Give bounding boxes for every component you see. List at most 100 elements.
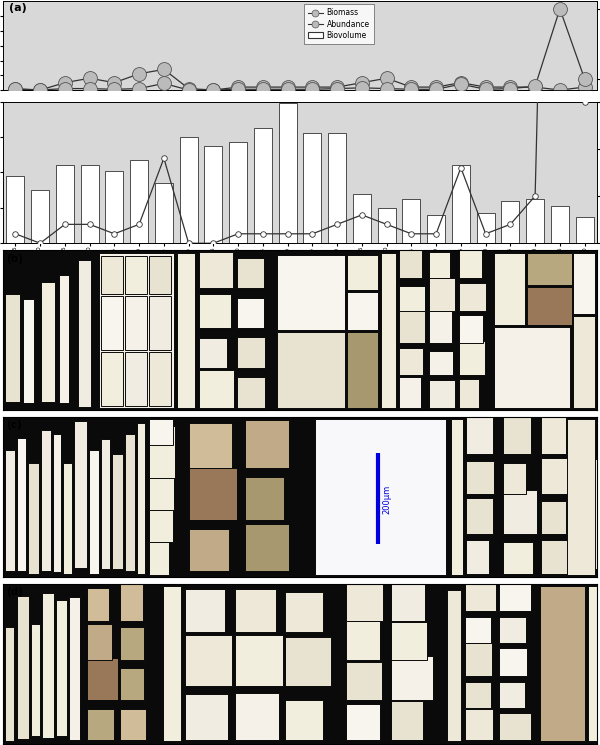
Bar (101, 296, 123, 349)
Bar (466, 416, 493, 454)
Bar (31, 190, 49, 243)
Bar (499, 617, 526, 643)
Text: (d): (d) (6, 587, 23, 597)
Bar (185, 635, 232, 686)
Text: PSWM: PSWM (436, 305, 461, 314)
Bar (459, 283, 485, 311)
Bar (42, 593, 54, 738)
Bar (459, 247, 482, 279)
Bar (398, 377, 421, 408)
Bar (398, 249, 422, 279)
Bar (17, 439, 26, 571)
Bar (494, 253, 524, 325)
Bar (56, 600, 67, 736)
Bar (199, 338, 227, 368)
Bar (121, 708, 146, 741)
Bar (189, 422, 232, 468)
Bar (163, 586, 181, 741)
Bar (155, 183, 173, 243)
Bar (353, 194, 371, 243)
Bar (503, 542, 533, 574)
Bar (199, 252, 233, 288)
Bar (69, 597, 80, 740)
Bar (502, 200, 519, 243)
Bar (149, 519, 169, 574)
Bar (41, 430, 52, 571)
Bar (582, 459, 600, 568)
Bar (59, 275, 69, 403)
Bar (503, 412, 530, 454)
Bar (526, 199, 544, 243)
Bar (403, 199, 420, 243)
Bar (56, 165, 74, 243)
Bar (429, 381, 455, 408)
Bar (177, 253, 195, 408)
Text: NEM: NEM (290, 305, 310, 314)
Bar (503, 490, 538, 533)
Bar (149, 352, 171, 406)
Bar (106, 171, 123, 243)
Bar (149, 419, 173, 446)
Bar (429, 252, 451, 279)
Bar (459, 314, 483, 343)
Bar (245, 420, 289, 468)
Bar (391, 701, 423, 741)
Bar (235, 693, 279, 741)
Bar (527, 287, 572, 325)
Bar (347, 293, 377, 330)
Bar (125, 296, 147, 349)
Bar (315, 419, 446, 574)
Bar (464, 682, 491, 708)
Bar (98, 253, 174, 408)
Bar (378, 208, 395, 243)
Bar (7, 176, 24, 243)
Bar (189, 529, 229, 571)
Bar (551, 206, 569, 243)
Bar (185, 589, 225, 633)
Bar (235, 635, 283, 686)
Bar (459, 341, 485, 375)
Bar (87, 709, 115, 741)
Bar (391, 577, 425, 621)
Bar (199, 370, 234, 408)
Bar (185, 694, 228, 741)
Bar (573, 316, 595, 408)
Bar (101, 256, 123, 294)
Bar (125, 352, 147, 406)
Bar (573, 253, 595, 314)
Text: 200μm: 200μm (383, 484, 392, 514)
Bar (567, 419, 595, 574)
Bar (77, 259, 91, 407)
Bar (149, 296, 171, 349)
Bar (125, 434, 135, 571)
Bar (149, 442, 174, 510)
Bar (41, 282, 55, 402)
Bar (286, 700, 323, 741)
Bar (149, 256, 171, 294)
Bar (459, 379, 479, 408)
Bar (305, 417, 313, 577)
Bar (446, 591, 461, 741)
Bar (541, 501, 566, 533)
Bar (180, 137, 197, 243)
Bar (236, 378, 265, 408)
Bar (540, 586, 586, 741)
Bar (464, 709, 493, 741)
Bar (277, 255, 346, 330)
Bar (380, 253, 395, 408)
Bar (81, 165, 98, 243)
Bar (451, 419, 463, 574)
Bar (429, 311, 452, 343)
Bar (391, 622, 427, 661)
Bar (87, 589, 109, 621)
Bar (149, 426, 175, 478)
Bar (541, 540, 575, 574)
Bar (236, 259, 265, 288)
Bar (346, 662, 382, 700)
Bar (236, 299, 264, 328)
Bar (499, 714, 531, 741)
Bar (205, 146, 222, 243)
Bar (121, 580, 143, 621)
Bar (346, 581, 383, 621)
Bar (466, 461, 494, 494)
